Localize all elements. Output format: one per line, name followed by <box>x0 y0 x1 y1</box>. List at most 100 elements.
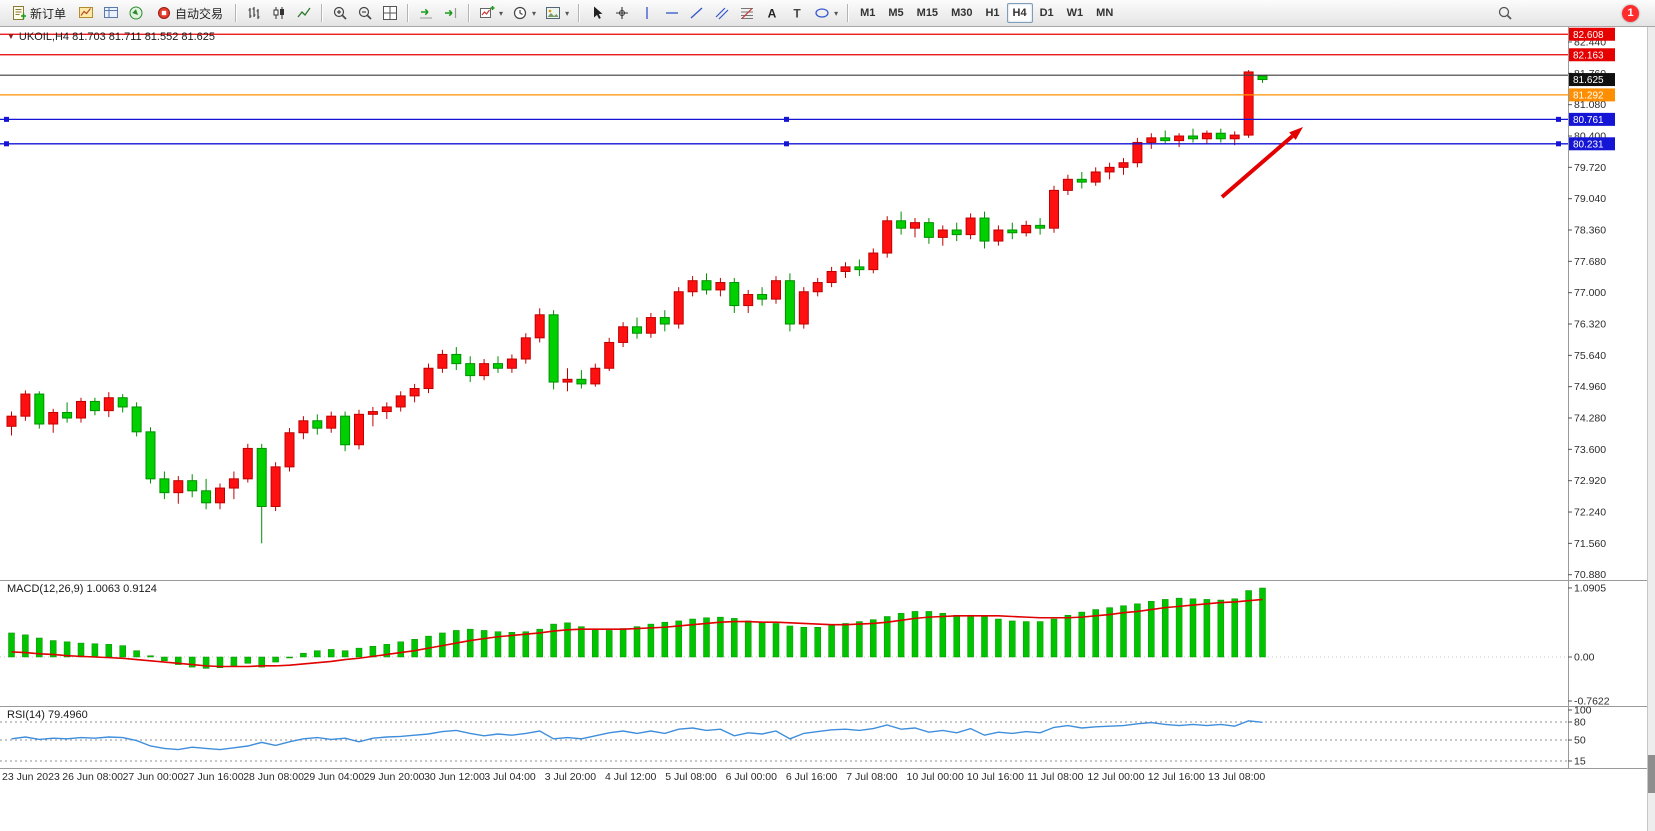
timeframe-d1-button[interactable]: D1 <box>1039 7 1054 19</box>
timeframe-m1-button[interactable]: M1 <box>860 7 876 19</box>
macd-histogram-bar <box>592 629 599 658</box>
price-tick-label: 78.360 <box>1574 225 1606 237</box>
macd-histogram-bar <box>1036 621 1044 658</box>
macd-histogram-bar <box>744 620 752 658</box>
line-chart-mode-button[interactable] <box>292 2 316 24</box>
time-axis-label: 5 Jul 08:00 <box>665 771 717 783</box>
macd-histogram-bar <box>536 628 543 658</box>
timeframe-w1-button[interactable]: W1 <box>1066 7 1084 19</box>
bar-chart-mode-button[interactable] <box>242 2 266 24</box>
macd-histogram-bar <box>216 656 224 669</box>
chart-shift-button[interactable] <box>439 2 463 24</box>
macd-histogram-bar <box>1231 598 1238 658</box>
time-axis-label: 13 Jul 08:00 <box>1208 771 1265 783</box>
candle-body <box>173 480 184 494</box>
templates-menu-button[interactable]: ▾ <box>541 2 573 24</box>
line-handle[interactable] <box>1556 116 1561 122</box>
timeframe-m30-button[interactable]: M30 <box>951 7 973 19</box>
macd-histogram-bar <box>286 656 293 659</box>
market-watch-button[interactable] <box>99 2 123 24</box>
label-tool-button[interactable]: T <box>785 2 809 24</box>
price-tick-label: 74.960 <box>1574 381 1606 393</box>
timeframe-mn-button[interactable]: MN <box>1096 7 1114 19</box>
time-axis-label: 10 Jul 00:00 <box>907 771 964 783</box>
candle-body <box>117 397 128 408</box>
timeframe-h4-button[interactable]: H4 <box>1006 3 1033 23</box>
price-tick-label: 74.280 <box>1574 413 1606 425</box>
crosshair-tool-button[interactable] <box>610 2 634 24</box>
candle-body <box>228 478 239 489</box>
dropdown-caret-icon: ▾ <box>565 8 570 18</box>
vertical-line-tool-button[interactable] <box>635 2 659 24</box>
macd-histogram-bar <box>1259 587 1266 658</box>
line-handle[interactable] <box>784 141 789 147</box>
horizontal-line-tool-button[interactable] <box>660 2 684 24</box>
toolbar-separator <box>407 4 410 22</box>
macd-histogram-bar <box>703 617 710 658</box>
macd-histogram-bar <box>661 621 669 658</box>
candle-body <box>89 400 100 412</box>
trend-arrow-shaft[interactable] <box>1220 134 1294 199</box>
periods-menu-button[interactable]: ▾ <box>508 2 540 24</box>
candle-body <box>687 280 698 293</box>
macd-histogram-bar <box>411 639 418 658</box>
cursor-tool-button[interactable] <box>585 2 609 24</box>
candle-body <box>6 415 17 427</box>
text-icon: A <box>768 7 777 21</box>
trend-arrow-head[interactable] <box>1289 127 1303 140</box>
zoom-out-button[interactable] <box>353 2 377 24</box>
vertical-scrollbar-thumb[interactable] <box>1648 755 1655 793</box>
macd-histogram-bar <box>1203 599 1211 658</box>
line-handle[interactable] <box>4 116 9 122</box>
one-click-trading-toggle[interactable]: ▼ <box>7 32 15 41</box>
candle-body <box>1160 137 1171 142</box>
macd-histogram-bar <box>355 647 363 658</box>
navigator-button[interactable] <box>124 2 148 24</box>
rsi-line <box>11 720 1263 751</box>
candle-body <box>896 220 907 229</box>
price-badge-label: 81.292 <box>1573 90 1604 101</box>
candle-body <box>395 395 406 408</box>
timeframe-m5-button[interactable]: M5 <box>888 7 904 19</box>
candle-body <box>437 353 448 369</box>
charts-button[interactable] <box>74 2 98 24</box>
candle-body <box>270 466 281 507</box>
channel-tool-button[interactable] <box>710 2 734 24</box>
notification-badge[interactable]: 1 <box>1622 4 1639 22</box>
line-handle[interactable] <box>784 116 789 122</box>
autotrading-button[interactable]: 自动交易 <box>149 2 230 24</box>
candle-body <box>701 280 712 291</box>
indicators-menu-button[interactable]: ▾ <box>475 2 507 24</box>
fibonacci-tool-button[interactable] <box>735 2 759 24</box>
time-axis-label: 30 Jun 12:00 <box>424 771 485 783</box>
vertical-scrollbar[interactable] <box>1647 26 1655 831</box>
new-chart-icon <box>480 6 495 18</box>
text-tool-button[interactable]: A <box>760 2 784 24</box>
candle-body <box>48 411 59 425</box>
timeframe-m15-button[interactable]: M15 <box>916 7 939 19</box>
macd-histogram-bar <box>633 626 641 658</box>
horizontal-line-icon <box>666 12 679 14</box>
candlestick-mode-button[interactable] <box>267 2 291 24</box>
shapes-menu-button[interactable]: ▾ <box>810 2 842 24</box>
macd-histogram-bar <box>1134 603 1141 658</box>
tile-windows-button[interactable] <box>378 2 402 24</box>
zoom-in-button[interactable] <box>328 2 352 24</box>
new-order-label: 新订单 <box>30 6 67 21</box>
line-chart-icon <box>297 7 311 18</box>
timeframe-h1-button[interactable]: H1 <box>985 7 1000 19</box>
auto-scroll-button[interactable] <box>414 2 438 24</box>
trendline-tool-button[interactable] <box>685 2 709 24</box>
search-button[interactable] <box>1493 2 1517 24</box>
toolbar: 新订单 自动交易 <box>0 0 1655 27</box>
macd-histogram-bar <box>731 618 738 658</box>
new-order-button[interactable]: 新订单 <box>4 2 73 24</box>
line-handle[interactable] <box>1556 141 1561 147</box>
line-handle[interactable] <box>4 141 9 147</box>
charts-icon <box>79 7 94 18</box>
price-tick-label: 73.600 <box>1574 444 1606 456</box>
candle-body <box>326 415 337 429</box>
macd-histogram-bar <box>244 656 252 664</box>
candle-body <box>1215 132 1226 140</box>
